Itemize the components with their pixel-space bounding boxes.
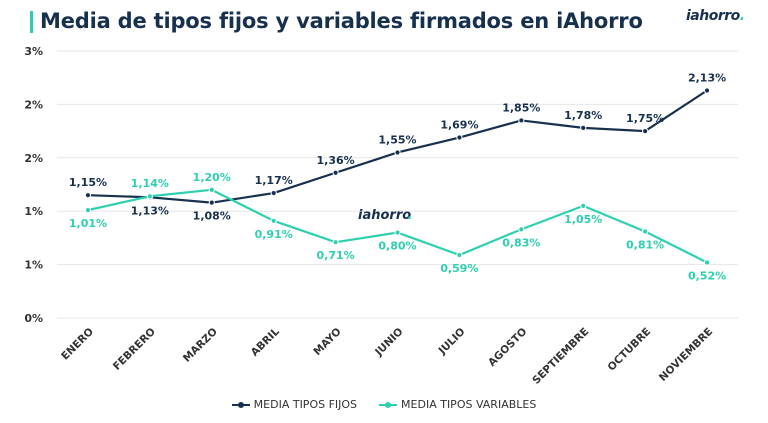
y-tick-label: 1% <box>24 205 43 218</box>
x-tick-label: AGOSTO <box>486 326 529 369</box>
data-label: 1,85% <box>502 101 540 114</box>
data-label: 2,13% <box>688 72 726 85</box>
legend-item-fijos: MEDIA TIPOS FIJOS <box>231 398 358 411</box>
legend-swatch-fijos <box>231 400 250 410</box>
legend-item-variables: MEDIA TIPOS VARIABLES <box>379 398 536 411</box>
data-point <box>580 202 587 209</box>
data-point <box>84 192 92 199</box>
y-tick-label: 0% <box>24 312 43 325</box>
legend-swatch-variables <box>379 400 398 410</box>
data-label: 1,15% <box>69 176 107 189</box>
data-point <box>518 226 525 233</box>
data-point <box>146 193 153 200</box>
x-tick-label: NOVIEMBRE <box>657 326 715 384</box>
data-label: 1,13% <box>131 204 169 217</box>
x-tick-label: ABRIL <box>249 325 282 358</box>
x-tick-label: FEBRERO <box>111 326 158 373</box>
data-point <box>518 117 525 124</box>
data-point <box>456 134 463 141</box>
brand-logo-text: iahorro <box>686 8 740 24</box>
series-line <box>87 89 708 204</box>
data-label: 1,14% <box>131 177 169 190</box>
x-tick-label: SEPTIEMBRE <box>530 326 591 387</box>
data-point <box>270 189 277 197</box>
y-tick-label: 3% <box>24 45 43 58</box>
x-tick-label: ENERO <box>59 326 96 363</box>
data-label: 0,59% <box>440 262 478 275</box>
data-point <box>703 87 711 94</box>
chart-legend: MEDIA TIPOS FIJOS MEDIA TIPOS VARIABLES <box>0 398 768 411</box>
data-point <box>456 251 463 259</box>
data-point <box>84 207 92 214</box>
x-tick-label: MARZO <box>181 326 220 365</box>
data-point <box>332 239 339 246</box>
data-label: 1,08% <box>193 210 231 223</box>
x-tick-label: JUNIO <box>372 326 405 359</box>
watermark-logo-dot: . <box>407 208 412 223</box>
data-label: 0,71% <box>317 249 355 262</box>
chart-title: Media de tipos fijos y variables firmado… <box>40 9 643 33</box>
y-tick-label: 2% <box>24 98 43 111</box>
data-label: 0,83% <box>502 236 540 249</box>
data-label: 1,20% <box>193 171 231 184</box>
data-point <box>208 186 215 193</box>
data-label: 1,78% <box>564 109 602 122</box>
data-point <box>394 149 401 156</box>
data-point <box>703 259 711 266</box>
data-label: 0,52% <box>688 269 726 282</box>
y-tick-label: 2% <box>24 152 43 165</box>
x-tick-label: MAYO <box>311 326 343 358</box>
legend-label-fijos: MEDIA TIPOS FIJOS <box>253 398 358 411</box>
data-point <box>394 229 401 236</box>
data-label: 1,17% <box>255 174 293 187</box>
data-point <box>208 199 215 206</box>
data-label: 0,80% <box>378 240 416 253</box>
watermark-logo: iahorro <box>358 208 411 223</box>
data-point <box>332 169 339 176</box>
data-point <box>580 124 587 131</box>
x-tick-label: JULIO <box>436 326 468 358</box>
data-point <box>270 217 277 224</box>
data-label: 1,69% <box>440 119 478 132</box>
data-label: 1,01% <box>69 217 107 230</box>
data-label: 0,81% <box>626 238 664 251</box>
legend-label-variables: MEDIA TIPOS VARIABLES <box>401 398 537 411</box>
data-label: 1,36% <box>317 154 355 167</box>
data-label: 0,91% <box>255 228 293 241</box>
data-label: 1,05% <box>564 213 602 226</box>
x-tick-label: OCTUBRE <box>605 326 653 374</box>
data-point <box>642 228 649 235</box>
data-label: 1,55% <box>378 133 416 146</box>
data-label: 1,75% <box>626 112 664 125</box>
title-accent-bar <box>30 11 33 33</box>
brand-logo-dot: . <box>739 8 745 24</box>
y-tick-label: 1% <box>24 259 43 272</box>
brand-logo: iahorro. <box>686 8 745 24</box>
data-point <box>642 128 649 135</box>
